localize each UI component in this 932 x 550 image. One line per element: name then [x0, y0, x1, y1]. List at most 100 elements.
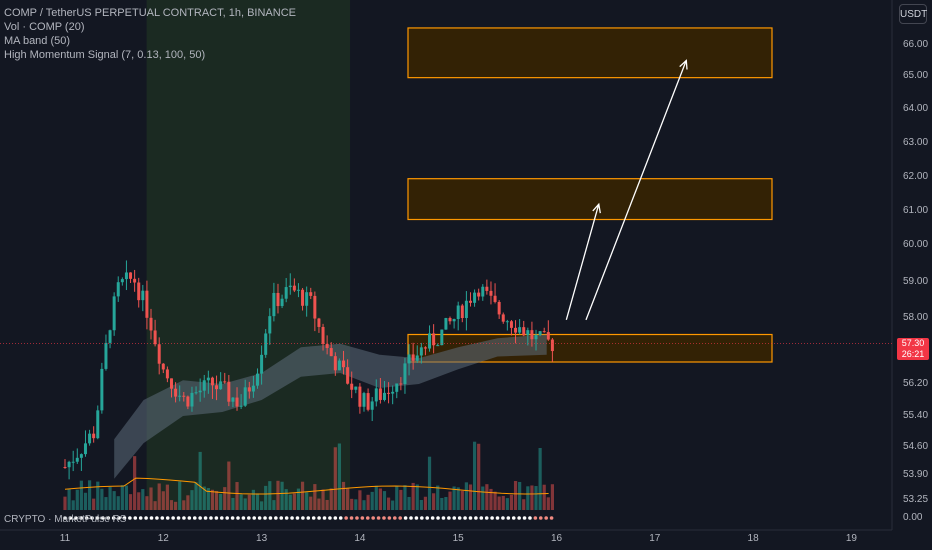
volume-bar: [100, 488, 104, 510]
price-tick: 0.00: [903, 512, 923, 523]
volume-bar: [178, 481, 182, 510]
signal-dot: [117, 516, 121, 520]
candle-body: [129, 272, 133, 279]
volume-bar: [546, 497, 550, 510]
volume-bar: [161, 491, 165, 510]
price-tick: 62.00: [903, 171, 929, 182]
candle-body: [362, 393, 366, 407]
price-tick: 54.60: [903, 441, 929, 452]
volume-bar: [317, 498, 321, 510]
volume-bar: [190, 490, 194, 510]
signal-dot: [63, 516, 67, 520]
volume-bar: [165, 484, 169, 510]
candles: [63, 260, 554, 480]
candle-body: [145, 290, 149, 318]
volume-bar: [411, 482, 415, 510]
volume-bar: [83, 492, 88, 510]
signal-dot: [263, 516, 267, 520]
candle-body: [382, 392, 386, 400]
candle-body: [153, 330, 157, 345]
signal-dot: [149, 516, 154, 520]
candle-body: [247, 387, 251, 392]
signal-dot: [349, 516, 354, 520]
volume-bar: [452, 486, 456, 510]
candle-body: [157, 344, 161, 364]
candle-body: [133, 278, 137, 283]
signal-dot: [214, 516, 219, 520]
signal-dot: [495, 516, 500, 520]
candle-body: [489, 290, 493, 296]
signal-dot: [101, 516, 105, 520]
candle-body: [206, 377, 210, 381]
candle-body: [161, 363, 165, 370]
target-zone-2: [407, 178, 773, 221]
volume-bar: [407, 496, 411, 510]
volume-bar: [137, 492, 141, 510]
candle-body: [473, 292, 477, 303]
signal-dot: [311, 516, 316, 520]
candle-body: [325, 343, 329, 349]
signal-dot: [247, 516, 251, 520]
volume-bar: [260, 501, 264, 510]
volume-bar: [75, 489, 79, 510]
projection-arrow-2: [585, 60, 687, 321]
candle-body: [100, 368, 104, 411]
signal-dot: [203, 516, 208, 520]
volume-bar: [325, 499, 329, 510]
volume-bar: [186, 495, 190, 510]
volume-bar: [198, 451, 202, 510]
signal-dot: [387, 516, 392, 520]
candle-body: [149, 317, 153, 331]
signal-dot: [322, 516, 327, 520]
candle-body: [464, 300, 468, 319]
time-tick: 18: [747, 533, 759, 544]
candle-body: [239, 405, 243, 407]
signal-dot: [457, 516, 462, 520]
candle-body: [509, 321, 513, 328]
signal-dot: [252, 516, 257, 520]
volume-bar: [350, 498, 354, 510]
signal-dot: [479, 516, 484, 520]
signal-dot: [392, 516, 397, 520]
signal-dot: [274, 516, 278, 520]
volume-bar: [423, 496, 428, 510]
candle-body: [440, 329, 444, 346]
signal-dot: [306, 516, 311, 520]
signal-dot: [425, 516, 430, 520]
signal-dot: [409, 516, 413, 520]
candle-body: [243, 387, 247, 406]
candle-body: [251, 385, 255, 392]
signal-dot: [176, 516, 181, 520]
volume-bar: [497, 496, 501, 510]
volume-bar: [395, 486, 399, 510]
volume-bar: [239, 494, 243, 510]
currency-button[interactable]: USDT: [899, 4, 927, 24]
signal-dot: [511, 516, 516, 520]
volume-bar: [513, 481, 518, 510]
signal-dot: [355, 516, 359, 520]
volume-bar: [87, 480, 92, 510]
signal-dot: [209, 516, 213, 520]
volume-bar: [280, 481, 284, 510]
candle-body: [268, 316, 272, 334]
time-tick: 13: [256, 533, 268, 544]
candle-body: [378, 388, 382, 400]
candle-body: [63, 467, 67, 468]
candle-body: [485, 286, 489, 291]
volume-bar: [104, 497, 108, 510]
candle-body: [288, 285, 292, 288]
candle-body: [444, 318, 448, 330]
candle-body: [124, 272, 128, 280]
volume-bar: [276, 480, 280, 510]
volume-bar: [149, 487, 153, 510]
volume-bar: [79, 480, 83, 510]
signal-dot: [279, 516, 284, 520]
volume-bar: [386, 497, 391, 510]
volume-bar: [321, 489, 325, 510]
signal-dot: [160, 516, 165, 520]
candle-body: [456, 305, 460, 320]
volume-bar: [309, 496, 313, 510]
signal-dot: [295, 516, 300, 520]
volume-bar: [272, 500, 276, 510]
